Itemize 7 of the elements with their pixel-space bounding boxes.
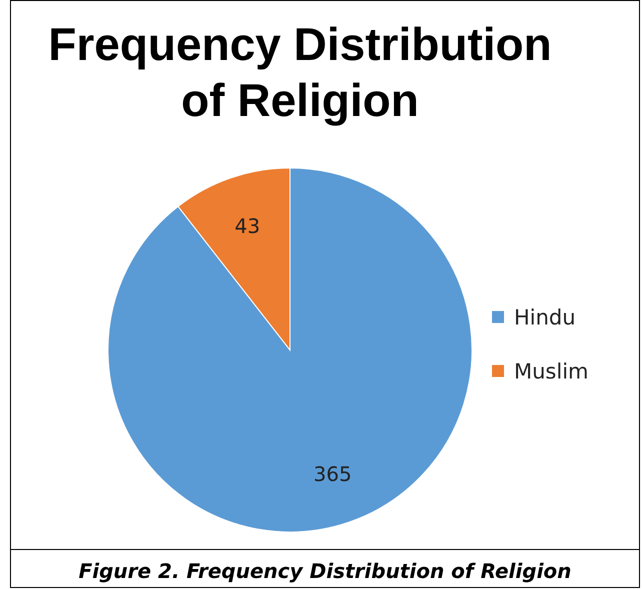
legend-label: Hindu [514, 305, 576, 330]
data-label: 43 [234, 214, 260, 238]
chart-title: Frequency Distribution of Religion [48, 18, 552, 126]
legend-label: Muslim [514, 359, 588, 384]
pie-slice [108, 168, 472, 532]
data-label: 365 [314, 462, 352, 486]
caption: Figure 2. Frequency Distribution of Religion [78, 559, 572, 583]
